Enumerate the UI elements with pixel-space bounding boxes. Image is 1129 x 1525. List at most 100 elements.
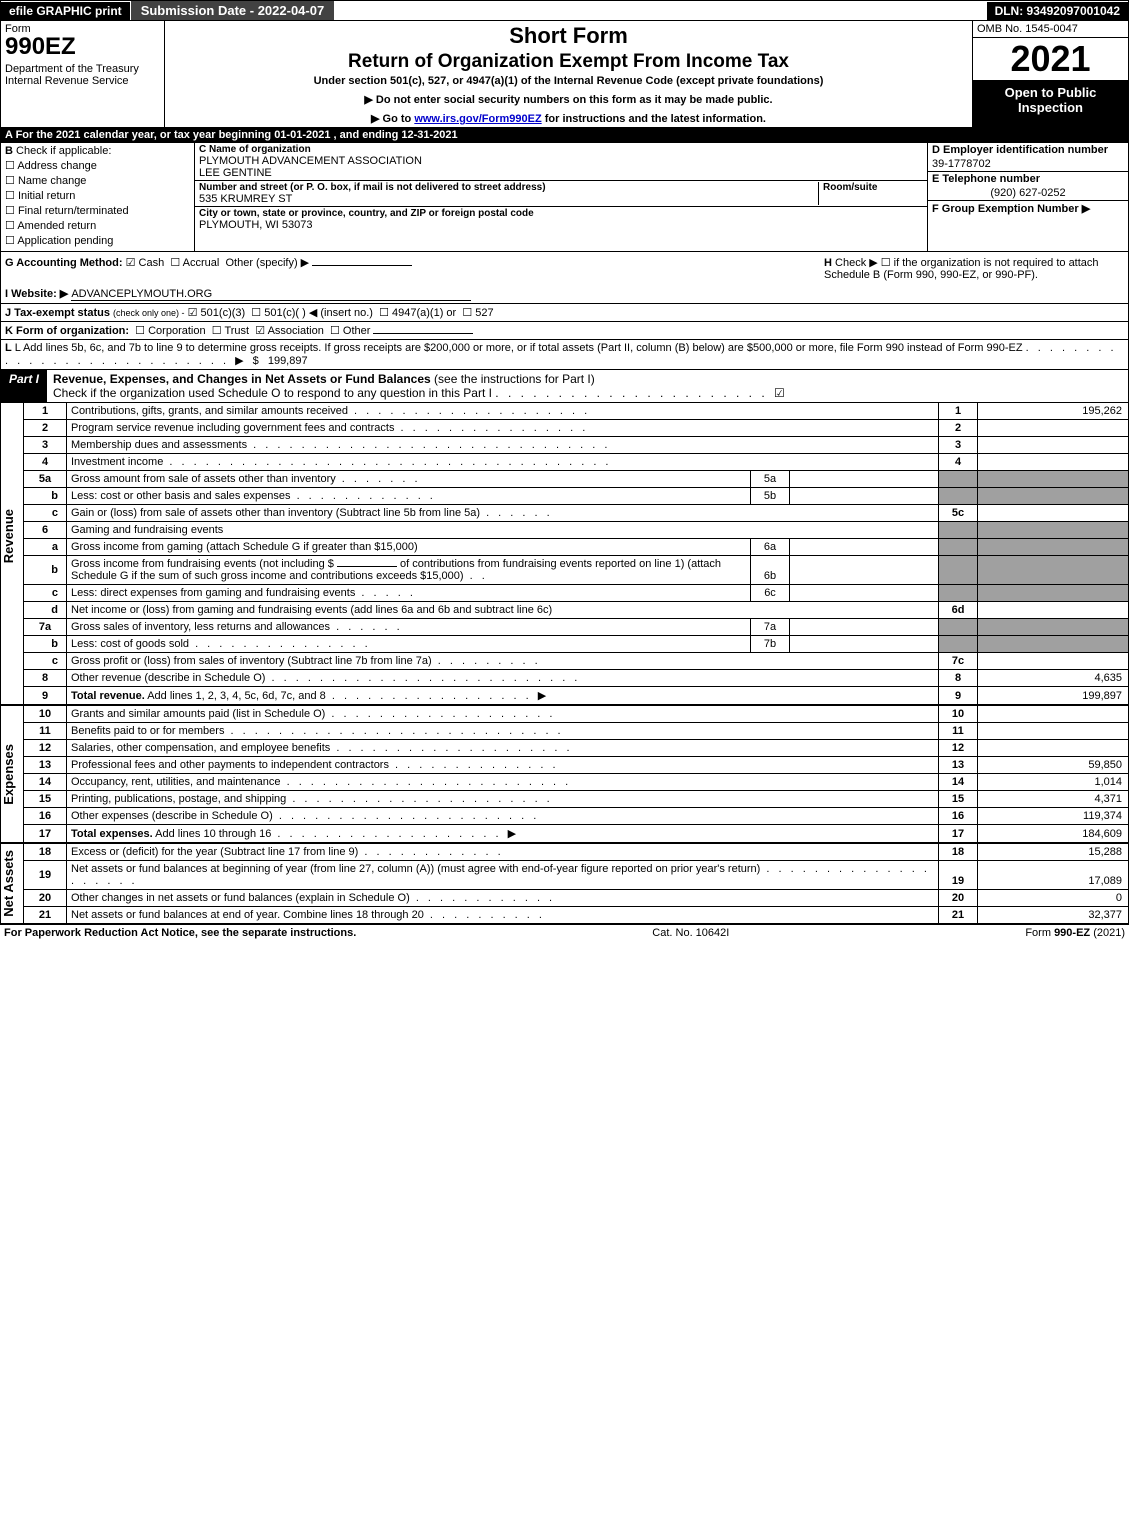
- netassets-section-label: Net Assets: [1, 850, 16, 917]
- line-12: 12 Salaries, other compensation, and emp…: [1, 740, 1129, 757]
- chk-name-change[interactable]: Name change: [5, 174, 190, 187]
- line-14-val: 1,014: [978, 774, 1129, 791]
- revenue-table: Revenue 1 Contributions, gifts, grants, …: [0, 402, 1129, 924]
- chk-501c3[interactable]: [188, 307, 198, 319]
- title-return: Return of Organization Exempt From Incom…: [171, 51, 966, 73]
- line-11-no: 11: [24, 723, 67, 740]
- chk-501c[interactable]: [251, 307, 261, 319]
- j-note: (check only one) -: [113, 308, 185, 318]
- line-17-colno: 17: [939, 825, 978, 844]
- other-org-input[interactable]: [373, 333, 473, 334]
- line-9-no: 9: [24, 687, 67, 706]
- page-footer: For Paperwork Reduction Act Notice, see …: [0, 924, 1129, 941]
- line-7b-no: b: [24, 636, 67, 653]
- chk-527[interactable]: [462, 307, 472, 319]
- efile-button[interactable]: efile GRAPHIC print: [1, 2, 131, 20]
- line-5b-shaded1: [939, 488, 978, 505]
- chk-cash[interactable]: [126, 257, 136, 269]
- line-12-colno: 12: [939, 740, 978, 757]
- line-16-no: 16: [24, 808, 67, 825]
- h-text: Check ▶ ☐ if the organization is not req…: [824, 257, 1099, 281]
- line-10-no: 10: [24, 705, 67, 723]
- footer-catno: Cat. No. 10642I: [652, 927, 729, 939]
- header-center: Short Form Return of Organization Exempt…: [165, 21, 972, 127]
- line-12-desc: Salaries, other compensation, and employ…: [71, 742, 330, 754]
- line-8-val: 4,635: [978, 670, 1129, 687]
- line-13-colno: 13: [939, 757, 978, 774]
- line-13-desc: Professional fees and other payments to …: [71, 759, 389, 771]
- section-bcdef: B Check if applicable: Address change Na…: [0, 143, 1129, 252]
- chk-initial-return[interactable]: Initial return: [5, 189, 190, 202]
- phone-value: (920) 627-0252: [928, 186, 1128, 201]
- open-inspection: Open to Public Inspection: [973, 81, 1128, 127]
- line-11-desc: Benefits paid to or for members: [71, 725, 224, 737]
- h-label: H: [824, 257, 832, 269]
- chk-accrual[interactable]: [170, 257, 180, 269]
- line-17: 17 Total expenses. Add lines 10 through …: [1, 825, 1129, 844]
- irs-label: Internal Revenue Service: [5, 75, 160, 87]
- line-15-colno: 15: [939, 791, 978, 808]
- opt-trust: Trust: [224, 325, 249, 337]
- part1-tab: Part I: [1, 370, 47, 402]
- section-i: I Website: ▶ ADVANCEPLYMOUTH.ORG: [0, 285, 1129, 304]
- chk-other-org[interactable]: [330, 325, 340, 337]
- line-8: 8 Other revenue (describe in Schedule O)…: [1, 670, 1129, 687]
- org-name-2: LEE GENTINE: [199, 167, 923, 179]
- i-label: I Website: ▶: [5, 288, 68, 300]
- dept-treasury: Department of the Treasury: [5, 63, 160, 75]
- line-19-val: 17,089: [978, 861, 1129, 890]
- chk-trust[interactable]: [212, 325, 222, 337]
- line-7b-desc: Less: cost of goods sold: [71, 638, 189, 650]
- line-5b-shaded2: [978, 488, 1129, 505]
- other-label: Other (specify) ▶: [225, 257, 309, 269]
- line-6b-no: b: [24, 556, 67, 585]
- line-5c: c Gain or (loss) from sale of assets oth…: [1, 505, 1129, 522]
- chk-address-change[interactable]: Address change: [5, 159, 190, 172]
- line-14-desc: Occupancy, rent, utilities, and maintena…: [71, 776, 281, 788]
- line-6a-desc: Gross income from gaming (attach Schedul…: [71, 541, 418, 553]
- line-5c-val: [978, 505, 1129, 522]
- c-name-label: C Name of organization: [199, 144, 923, 155]
- chk-schedule-o[interactable]: [774, 386, 785, 400]
- ein-value: 39-1778702: [928, 157, 1128, 172]
- chk-4947[interactable]: [379, 307, 389, 319]
- line-10-desc: Grants and similar amounts paid (list in…: [71, 708, 325, 720]
- line-15: 15 Printing, publications, postage, and …: [1, 791, 1129, 808]
- line-13: 13 Professional fees and other payments …: [1, 757, 1129, 774]
- line-7a: 7a Gross sales of inventory, less return…: [1, 619, 1129, 636]
- chk-pending[interactable]: Application pending: [5, 234, 190, 247]
- line-7a-desc: Gross sales of inventory, less returns a…: [71, 621, 330, 633]
- line-21-no: 21: [24, 907, 67, 924]
- line-6d-colno: 6d: [939, 602, 978, 619]
- line-6-desc: Gaming and fundraising events: [67, 522, 939, 539]
- line-2-val: [978, 420, 1129, 437]
- line-15-val: 4,371: [978, 791, 1129, 808]
- line-20-colno: 20: [939, 890, 978, 907]
- line-20-val: 0: [978, 890, 1129, 907]
- line-6b-amount-input[interactable]: [337, 566, 397, 567]
- line-7a-no: 7a: [24, 619, 67, 636]
- line-5a-shaded1: [939, 471, 978, 488]
- line-6a-sub: 6a: [751, 539, 790, 556]
- line-9-val: 199,897: [978, 687, 1129, 706]
- line-8-no: 8: [24, 670, 67, 687]
- other-specify-input[interactable]: [312, 265, 412, 266]
- line-5c-colno: 5c: [939, 505, 978, 522]
- line-16: 16 Other expenses (describe in Schedule …: [1, 808, 1129, 825]
- chk-final-return[interactable]: Final return/terminated: [5, 204, 190, 217]
- submission-date-button[interactable]: Submission Date - 2022-04-07: [131, 1, 335, 20]
- line-7a-shaded2: [978, 619, 1129, 636]
- irs-link[interactable]: www.irs.gov/Form990EZ: [414, 113, 541, 125]
- chk-assoc[interactable]: [255, 325, 265, 337]
- line-5b-no: b: [24, 488, 67, 505]
- line-6b-shaded1: [939, 556, 978, 585]
- chk-corp[interactable]: [135, 325, 145, 337]
- line-10-val: [978, 705, 1129, 723]
- line-16-colno: 16: [939, 808, 978, 825]
- opt-501c: 501(c)( ) ◀ (insert no.): [264, 307, 373, 319]
- footer-right: Form 990-EZ (2021): [1025, 927, 1125, 939]
- chk-amended[interactable]: Amended return: [5, 219, 190, 232]
- line-18-desc: Excess or (deficit) for the year (Subtra…: [71, 846, 358, 858]
- line-6c-desc: Less: direct expenses from gaming and fu…: [71, 587, 355, 599]
- line-5c-desc: Gain or (loss) from sale of assets other…: [71, 507, 480, 519]
